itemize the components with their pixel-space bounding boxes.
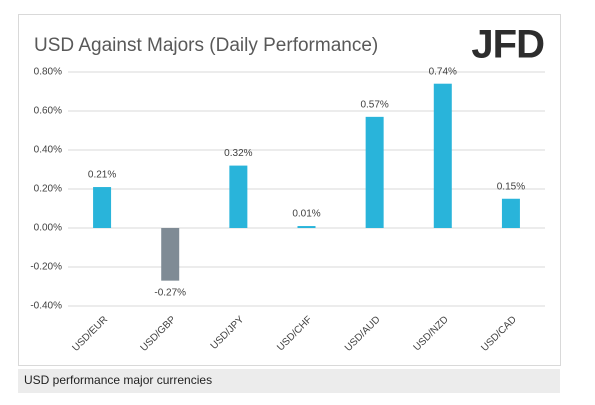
y-tick-label: 0.20% — [34, 184, 62, 195]
y-tick-label: 0.80% — [34, 67, 62, 78]
caption-bar — [18, 369, 560, 393]
bar — [365, 116, 384, 228]
caption: USD performance major currencies — [24, 373, 212, 387]
bar — [229, 165, 248, 228]
chart-title: USD Against Majors (Daily Performance) — [34, 35, 378, 56]
bar — [161, 228, 180, 281]
value-label: 0.32% — [224, 148, 252, 159]
value-label: 0.57% — [360, 99, 388, 110]
value-label: 0.21% — [88, 170, 116, 181]
value-label: 0.15% — [497, 181, 525, 192]
y-tick-label: -0.40% — [30, 301, 62, 312]
y-tick-label: 0.40% — [34, 145, 62, 156]
y-tick-label: 0.60% — [34, 106, 62, 117]
y-tick-label: 0.00% — [34, 223, 62, 234]
bar — [93, 187, 112, 228]
bar — [501, 198, 520, 228]
value-label: 0.74% — [429, 66, 457, 77]
value-label: -0.27% — [154, 287, 186, 298]
bar — [297, 226, 316, 228]
logo: JFD — [471, 23, 544, 67]
value-label: 0.01% — [292, 209, 320, 220]
y-tick-label: -0.20% — [30, 262, 62, 273]
bar — [433, 83, 452, 228]
